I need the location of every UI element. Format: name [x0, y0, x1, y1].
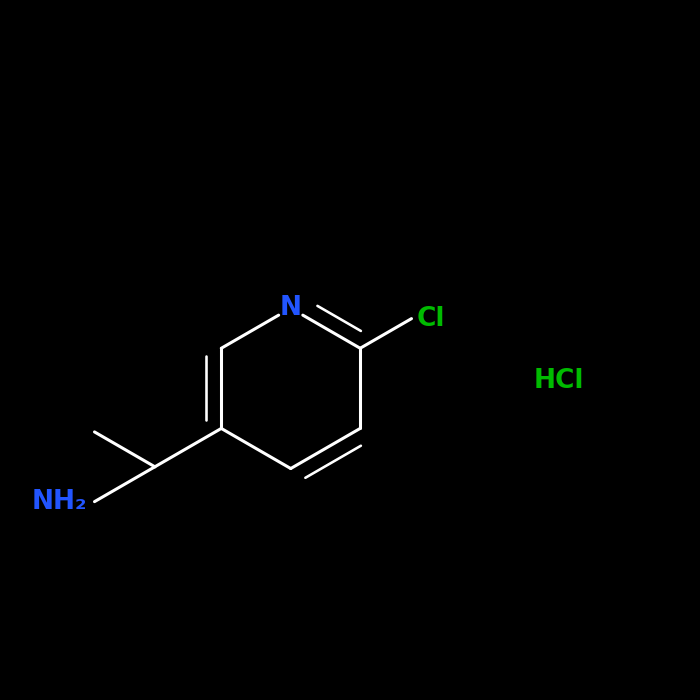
Text: HCl: HCl [534, 368, 584, 394]
Text: Cl: Cl [417, 306, 446, 332]
Text: N: N [280, 295, 302, 321]
Text: NH₂: NH₂ [32, 489, 88, 514]
